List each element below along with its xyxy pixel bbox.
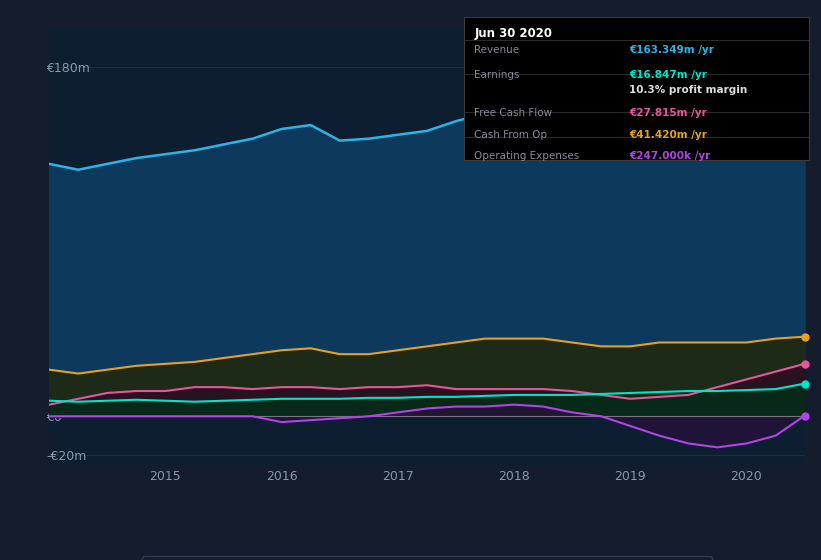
Legend: Revenue, Earnings, Free Cash Flow, Cash From Op, Operating Expenses: Revenue, Earnings, Free Cash Flow, Cash … xyxy=(142,557,712,560)
Text: €16.847m /yr: €16.847m /yr xyxy=(630,69,707,80)
Text: €41.420m /yr: €41.420m /yr xyxy=(630,129,707,139)
Text: Cash From Op: Cash From Op xyxy=(475,129,548,139)
Text: Earnings: Earnings xyxy=(475,69,520,80)
Text: €247.000k /yr: €247.000k /yr xyxy=(630,151,711,161)
Text: Revenue: Revenue xyxy=(475,45,520,55)
Text: €27.815m /yr: €27.815m /yr xyxy=(630,108,707,118)
Text: Operating Expenses: Operating Expenses xyxy=(475,151,580,161)
Text: Free Cash Flow: Free Cash Flow xyxy=(475,108,553,118)
Text: €163.349m /yr: €163.349m /yr xyxy=(630,45,714,55)
Text: Jun 30 2020: Jun 30 2020 xyxy=(475,27,553,40)
Text: 10.3% profit margin: 10.3% profit margin xyxy=(630,85,748,95)
